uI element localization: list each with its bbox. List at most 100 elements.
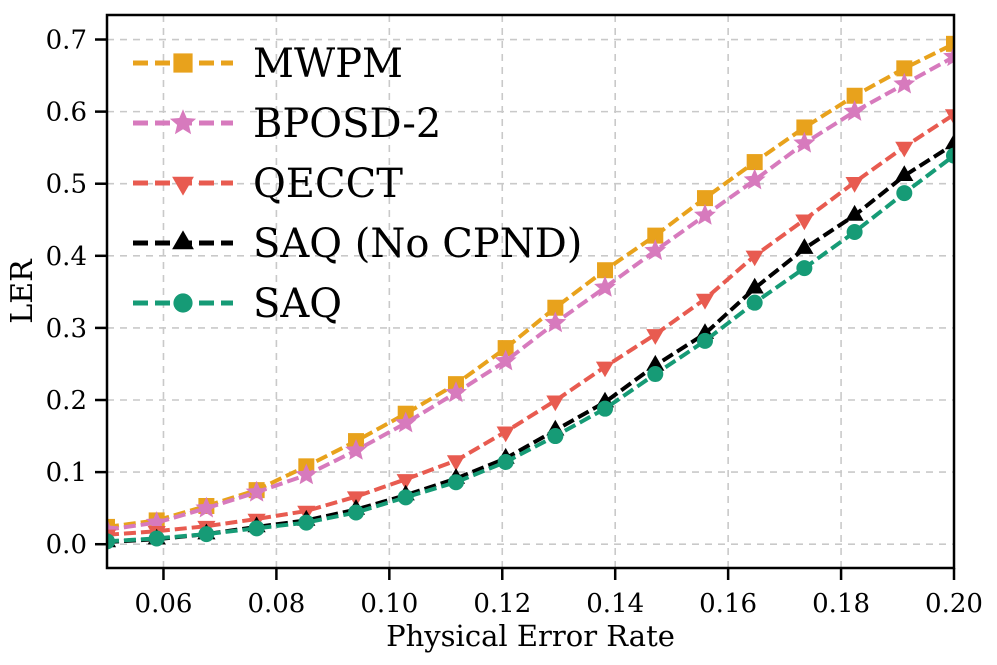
legend-item-qecct: QECCT	[133, 161, 403, 207]
legend-label: MWPM	[253, 41, 403, 87]
x-tick-label: 0.20	[925, 589, 983, 619]
legend-item-saq-no-cpnd: SAQ (No CPND)	[133, 221, 582, 267]
y-tick-label: 0.0	[46, 530, 87, 560]
marker-triangle-down	[646, 329, 665, 345]
marker-triangle-down	[172, 176, 194, 196]
marker-circle	[148, 530, 165, 547]
series-line-saq	[107, 154, 954, 544]
y-tick-label: 0.7	[46, 26, 87, 56]
marker-triangle-up	[646, 354, 665, 371]
series-line-qecct	[107, 112, 954, 537]
x-tick-label: 0.16	[699, 589, 757, 619]
marker-circle	[746, 294, 763, 311]
marker-square	[173, 53, 193, 73]
marker-star	[943, 45, 954, 67]
marker-circle	[107, 533, 115, 550]
marker-star	[594, 276, 616, 297]
x-tick-label: 0.12	[473, 589, 531, 619]
x-tick-label: 0.18	[812, 589, 870, 619]
marker-star	[893, 72, 916, 94]
marker-circle	[946, 147, 954, 164]
marker-square	[796, 119, 813, 136]
legend-item-saq: SAQ	[133, 281, 342, 327]
y-tick-label: 0.2	[46, 386, 87, 416]
marker-triangle-down	[496, 426, 515, 443]
marker-circle	[497, 454, 514, 471]
marker-triangle-down	[845, 177, 864, 193]
marker-circle	[447, 474, 464, 491]
marker-circle	[796, 260, 813, 277]
legend-label: QECCT	[253, 161, 403, 207]
marker-triangle-down	[595, 361, 615, 378]
marker-star	[494, 349, 517, 371]
legend-item-bposd-2: BPOSD-2	[133, 101, 441, 147]
marker-star	[743, 168, 766, 190]
x-tick-label: 0.10	[360, 589, 418, 619]
marker-triangle-up	[172, 230, 194, 250]
marker-circle	[846, 224, 863, 241]
marker-triangle-up	[845, 204, 864, 221]
x-tick-label: 0.08	[247, 589, 305, 619]
marker-triangle-up	[745, 277, 764, 294]
marker-square	[497, 340, 514, 357]
legend: MWPM BPOSD-2 QECCT SAQ (No CPND) SAQ	[133, 41, 582, 327]
marker-circle	[173, 293, 193, 313]
marker-triangle-up	[895, 165, 914, 181]
marker-star	[245, 480, 268, 502]
marker-star	[793, 131, 816, 153]
series-line-mwpm	[107, 42, 954, 529]
legend-label: BPOSD-2	[253, 101, 441, 147]
marker-triangle-down	[546, 395, 565, 412]
marker-square	[597, 262, 614, 279]
marker-circle	[298, 514, 315, 531]
marker-star	[843, 100, 866, 121]
marker-circle	[597, 400, 614, 417]
x-tick-label: 0.06	[135, 589, 193, 619]
marker-square	[746, 154, 763, 171]
y-tick-label: 0.4	[46, 242, 87, 272]
plot-border	[105, 13, 956, 570]
marker-square	[696, 190, 713, 207]
marker-star	[694, 203, 716, 225]
legend-label: SAQ	[253, 281, 342, 327]
marker-square	[896, 60, 913, 77]
axes-ticks: 0.06 0.08 0.10 0.12 0.14 0.16 0.18 0.20 0.0 0.1 0.…	[46, 26, 983, 620]
marker-triangle-down	[895, 141, 914, 158]
marker-star	[445, 381, 467, 403]
x-tick-label: 0.14	[586, 589, 644, 619]
marker-star	[295, 463, 318, 485]
marker-triangle-down	[695, 293, 715, 310]
y-tick-label: 0.5	[46, 170, 87, 200]
y-tick-label: 0.6	[46, 98, 87, 128]
marker-triangle-up	[944, 133, 954, 150]
y-axis-label: LER	[5, 258, 40, 324]
marker-circle	[547, 428, 564, 445]
marker-square	[846, 87, 863, 104]
marker-star	[169, 109, 197, 135]
marker-circle	[696, 332, 713, 349]
marker-star	[345, 439, 367, 460]
marker-circle	[248, 520, 265, 537]
marker-triangle-down	[745, 250, 764, 267]
marker-circle	[348, 504, 365, 521]
marker-circle	[397, 489, 414, 506]
marker-star	[544, 311, 567, 333]
marker-square	[946, 35, 954, 52]
marker-triangle-down	[944, 109, 954, 125]
marker-star	[644, 239, 667, 261]
series-line-bposd-2	[107, 55, 954, 532]
marker-triangle-up	[795, 238, 814, 254]
x-axis-label: Physical Error Rate	[386, 619, 675, 653]
marker-triangle-down	[795, 214, 814, 231]
marker-triangle-down	[446, 455, 466, 472]
marker-triangle-down	[396, 474, 415, 490]
y-tick-label: 0.1	[46, 458, 87, 488]
marker-star	[394, 411, 417, 433]
marker-square	[647, 227, 664, 244]
legend-item-mwpm: MWPM	[133, 41, 403, 87]
marker-star	[195, 496, 218, 518]
marker-square	[547, 299, 564, 316]
